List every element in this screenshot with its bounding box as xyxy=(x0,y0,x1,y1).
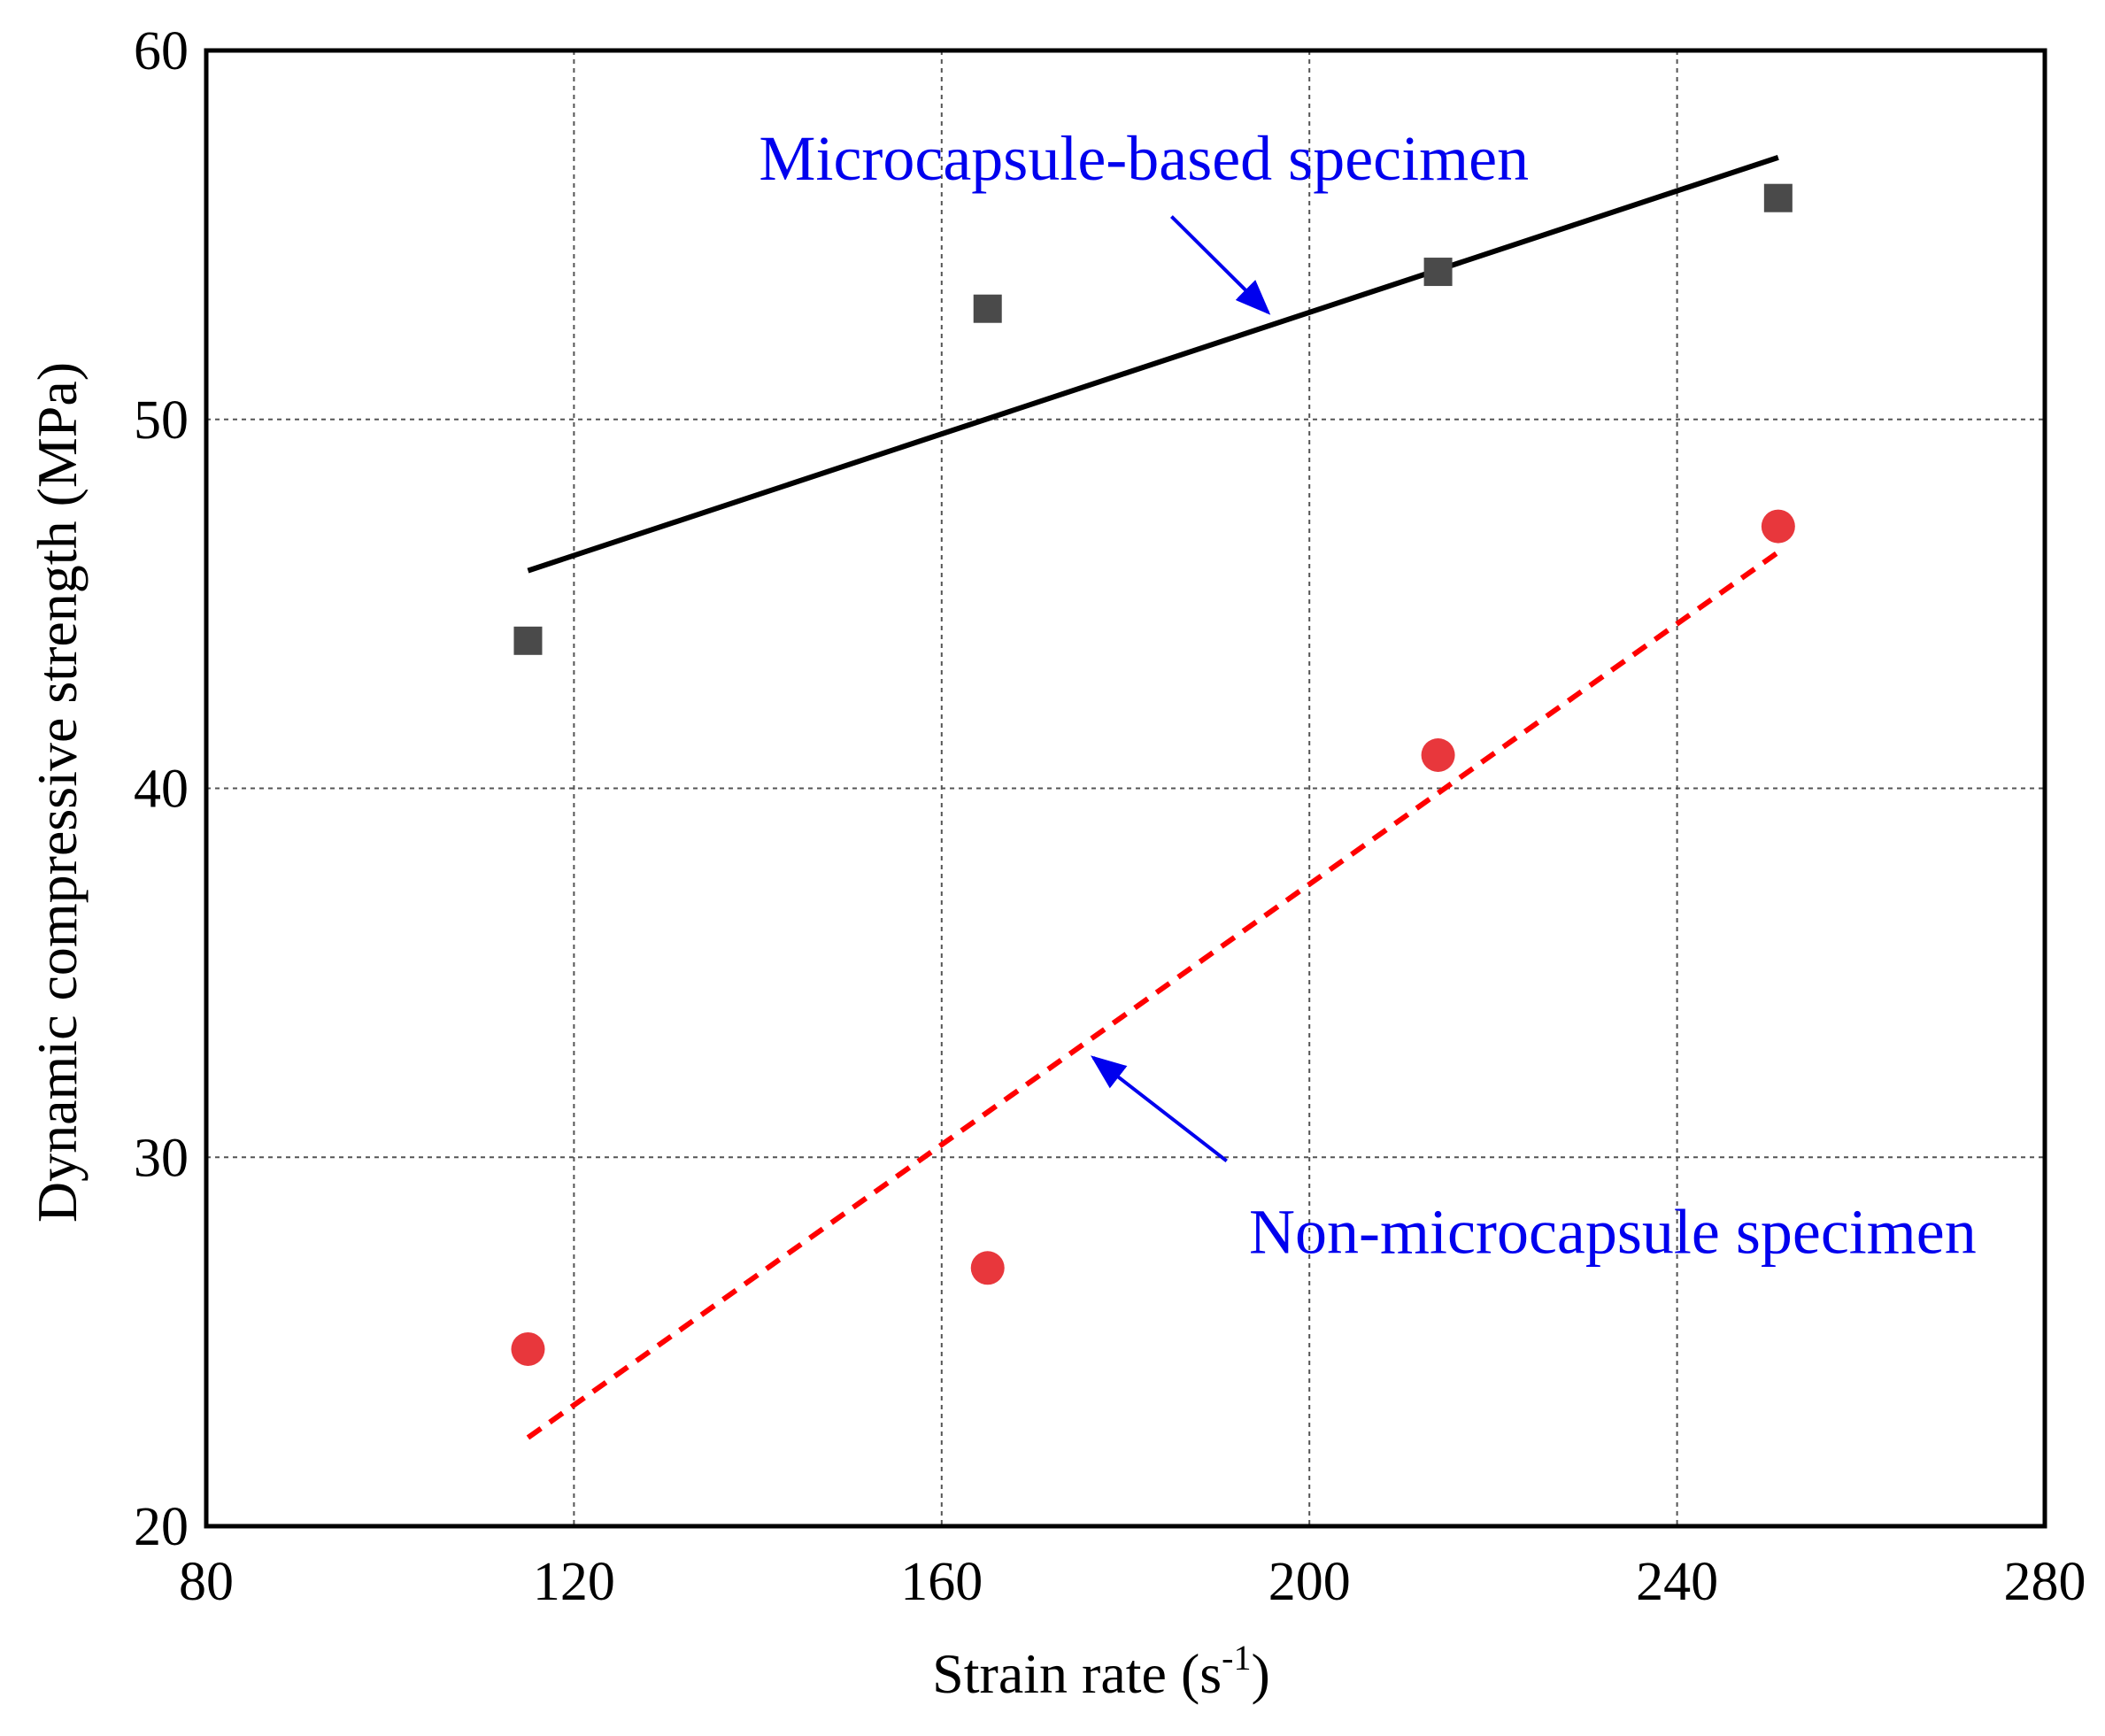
fit-lines xyxy=(526,155,1780,1440)
data-points xyxy=(511,183,1795,1366)
plot-frame xyxy=(204,48,2047,1529)
fit-line-series-2 xyxy=(526,550,1780,1440)
y-axis-title: Dynamic compressive strength (MPa) xyxy=(26,362,89,1223)
x-tick-label: 240 xyxy=(1636,1552,1718,1612)
square-marker-point xyxy=(1423,258,1453,287)
grid xyxy=(206,50,2045,1526)
annotation-arrow xyxy=(1170,215,1271,315)
square-marker-point xyxy=(513,626,543,655)
circle-marker-point xyxy=(511,1331,545,1366)
x-tick-label: 200 xyxy=(1268,1552,1351,1612)
circle-marker-point xyxy=(970,1251,1005,1285)
x-tick-label: 120 xyxy=(533,1552,615,1612)
annotation-label: Microcapsule-based specimen xyxy=(759,123,1529,194)
x-tick-label: 280 xyxy=(2004,1552,2086,1612)
circle-marker-point xyxy=(1761,509,1795,544)
annotations: Microcapsule-based specimen Non-microcaps… xyxy=(759,123,1976,1268)
x-tick-label: 80 xyxy=(179,1552,234,1612)
circle-marker-point xyxy=(1421,737,1455,772)
annotation-label: Non-microcapsule specimen xyxy=(1249,1197,1977,1268)
x-axis-title: Strain rate (s-1) xyxy=(932,1638,1270,1705)
square-marker-point xyxy=(973,294,1002,323)
annotation-arrow xyxy=(1090,1055,1228,1162)
x-tick-label: 160 xyxy=(900,1552,983,1612)
axis-ticks: 80 120 160 200 240 280 20 30 40 50 60 xyxy=(134,21,2086,1612)
y-tick-label: 60 xyxy=(134,21,189,81)
y-tick-label: 20 xyxy=(134,1497,189,1557)
y-tick-label: 40 xyxy=(134,760,189,820)
fit-line-series-1 xyxy=(527,155,1779,574)
y-tick-label: 30 xyxy=(134,1128,189,1188)
y-tick-label: 50 xyxy=(134,390,189,451)
square-marker-point xyxy=(1763,183,1793,212)
